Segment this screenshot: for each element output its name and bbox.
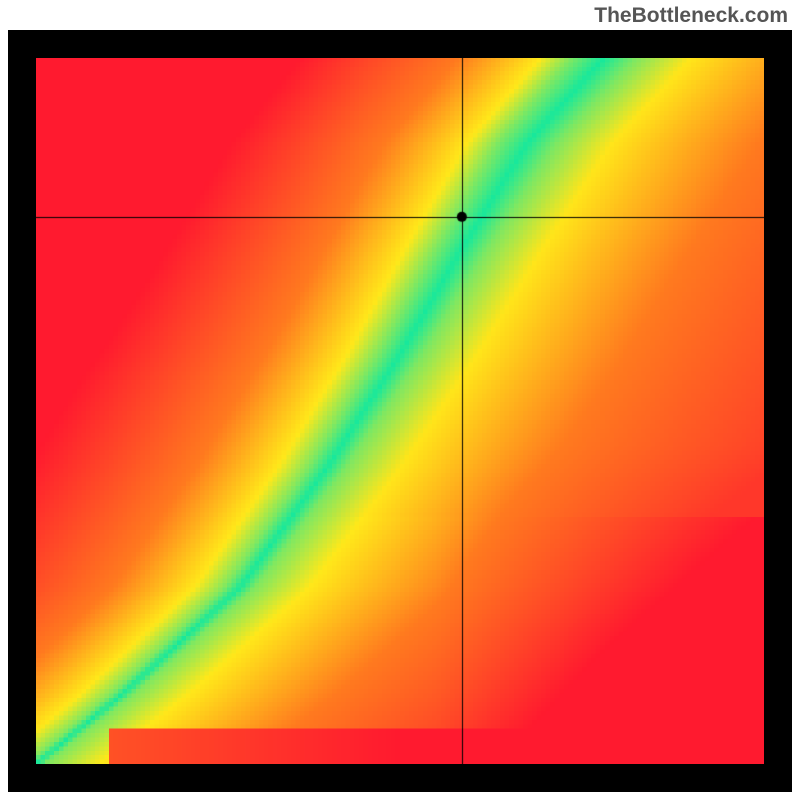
watermark-text: TheBottleneck.com [594,4,788,28]
crosshair-overlay [36,58,764,764]
